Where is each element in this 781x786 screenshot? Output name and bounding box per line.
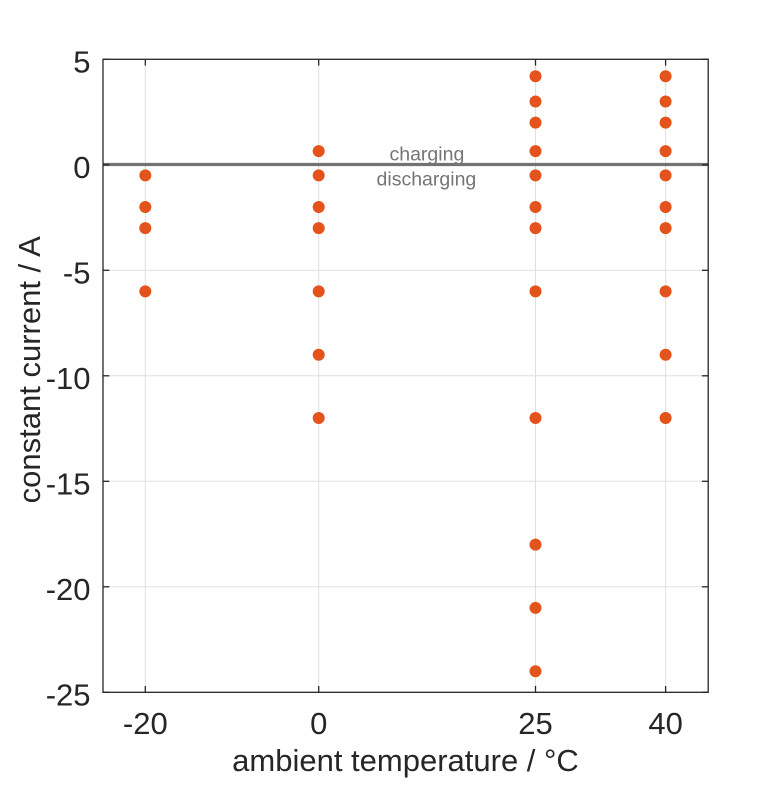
svg-text:-15: -15	[46, 467, 91, 502]
svg-text:-20: -20	[123, 706, 168, 741]
svg-text:0: 0	[73, 150, 90, 185]
svg-text:40: 40	[648, 706, 682, 741]
svg-text:-5: -5	[63, 256, 91, 291]
svg-text:charging: charging	[389, 144, 464, 166]
svg-text:25: 25	[518, 706, 552, 741]
svg-text:-20: -20	[46, 572, 91, 607]
svg-text:discharging: discharging	[377, 169, 477, 191]
svg-text:0: 0	[310, 706, 327, 741]
svg-text:-25: -25	[46, 678, 91, 713]
svg-text:5: 5	[73, 45, 90, 80]
svg-text:ambient temperature / °C: ambient temperature / °C	[232, 743, 579, 778]
svg-text:-10: -10	[46, 361, 91, 396]
svg-text:constant current / A: constant current / A	[12, 236, 47, 503]
